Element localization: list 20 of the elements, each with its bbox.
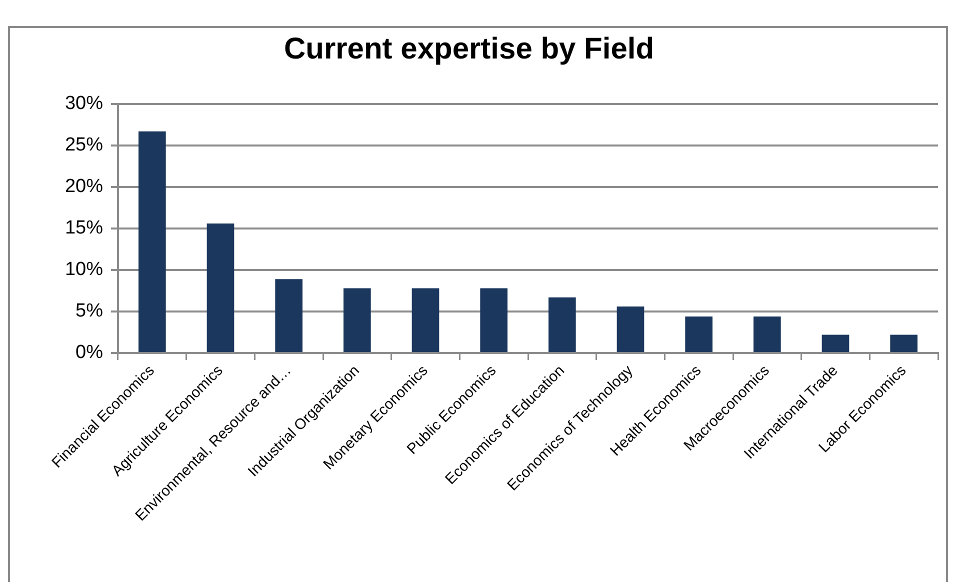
y-tick-label: 10% (64, 259, 104, 280)
y-tick-label: 15% (64, 218, 104, 239)
y-tick-label: 20% (64, 176, 104, 198)
bar (890, 334, 918, 352)
y-tick-label: 5% (76, 300, 104, 322)
bar (548, 297, 576, 352)
bar (412, 288, 440, 352)
bar (754, 316, 781, 352)
bar (344, 288, 371, 352)
bar (138, 131, 166, 352)
bar (275, 279, 302, 352)
bar (206, 224, 234, 352)
chart-title: Current expertise by Field (284, 32, 654, 66)
y-tick-label: 25% (64, 134, 104, 156)
bar (822, 334, 850, 352)
bar (480, 288, 508, 352)
bar (685, 316, 712, 352)
y-tick-label: 0% (76, 342, 104, 364)
bar (616, 306, 644, 352)
y-tick-label: 30% (64, 93, 104, 114)
